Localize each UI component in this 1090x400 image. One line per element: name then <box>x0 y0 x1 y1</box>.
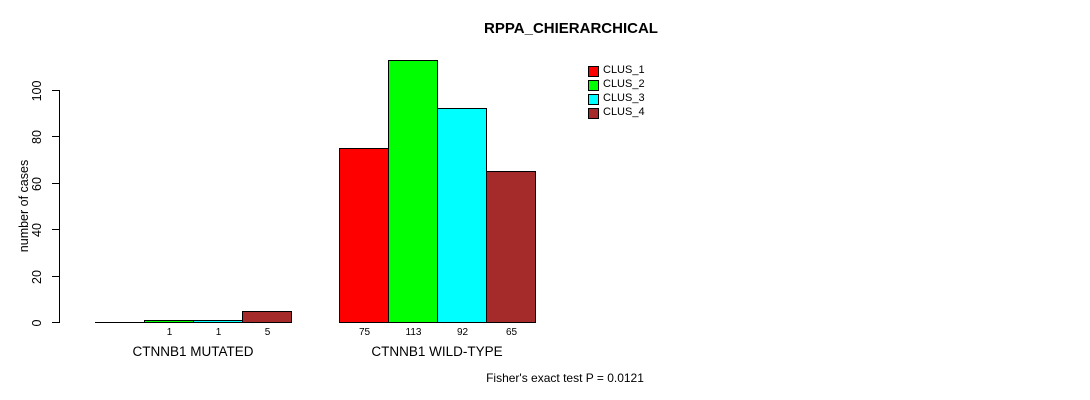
bar-value-label-clus_4-mutated: 5 <box>264 327 271 338</box>
y-tick-label: 20 <box>30 269 44 284</box>
y-axis-tick <box>52 229 59 230</box>
bar-clus_1-wildtype <box>339 148 389 323</box>
legend-swatch-clus_2 <box>588 80 599 91</box>
fisher-test-annotation: Fisher's exact test P = 0.0121 <box>486 371 644 385</box>
bar-clus_4-wildtype <box>486 171 536 323</box>
bar-value-label-clus_4-wildtype: 65 <box>505 327 518 338</box>
y-tick-label: 80 <box>30 129 44 144</box>
legend-label-clus_3: CLUS_3 <box>603 92 645 104</box>
y-tick-label: 0 <box>30 319 44 326</box>
y-axis-tick <box>52 136 59 137</box>
y-axis-tick <box>52 322 59 323</box>
bar-clus_2-wildtype <box>388 60 438 323</box>
bar-clus_2-mutated <box>144 320 194 323</box>
legend-label-clus_2: CLUS_2 <box>603 78 645 90</box>
legend-label-clus_1: CLUS_1 <box>603 64 645 76</box>
y-axis-tick <box>52 276 59 277</box>
y-axis-label: number of cases <box>17 159 31 253</box>
bar-clus_3-mutated <box>193 320 243 323</box>
bar-value-label-clus_3-wildtype: 92 <box>456 327 469 338</box>
legend-swatch-clus_3 <box>588 94 599 105</box>
x-category-label-mutated: CTNNB1 MUTATED <box>132 344 254 359</box>
y-tick-label: 40 <box>30 222 44 237</box>
bar-value-label-clus_1-wildtype: 75 <box>358 327 371 338</box>
chart-title: RPPA_CHIERARCHICAL <box>484 20 658 37</box>
bar-clus_4-mutated <box>242 311 292 323</box>
legend-swatch-clus_4 <box>588 108 599 119</box>
y-tick-label: 60 <box>30 176 44 191</box>
y-tick-label: 100 <box>30 80 44 101</box>
bar-clus_3-wildtype <box>437 108 487 323</box>
bar-value-label-clus_2-wildtype: 113 <box>405 327 422 338</box>
bar-value-label-clus_2-mutated: 1 <box>166 327 173 338</box>
y-axis-tick <box>52 90 59 91</box>
y-axis-line <box>59 90 60 323</box>
x-category-label-wildtype: CTNNB1 WILD-TYPE <box>371 344 503 359</box>
legend-label-clus_4: CLUS_4 <box>603 106 645 118</box>
bar-value-label-clus_3-mutated: 1 <box>215 327 222 338</box>
y-axis-tick <box>52 183 59 184</box>
legend-swatch-clus_1 <box>588 66 599 77</box>
